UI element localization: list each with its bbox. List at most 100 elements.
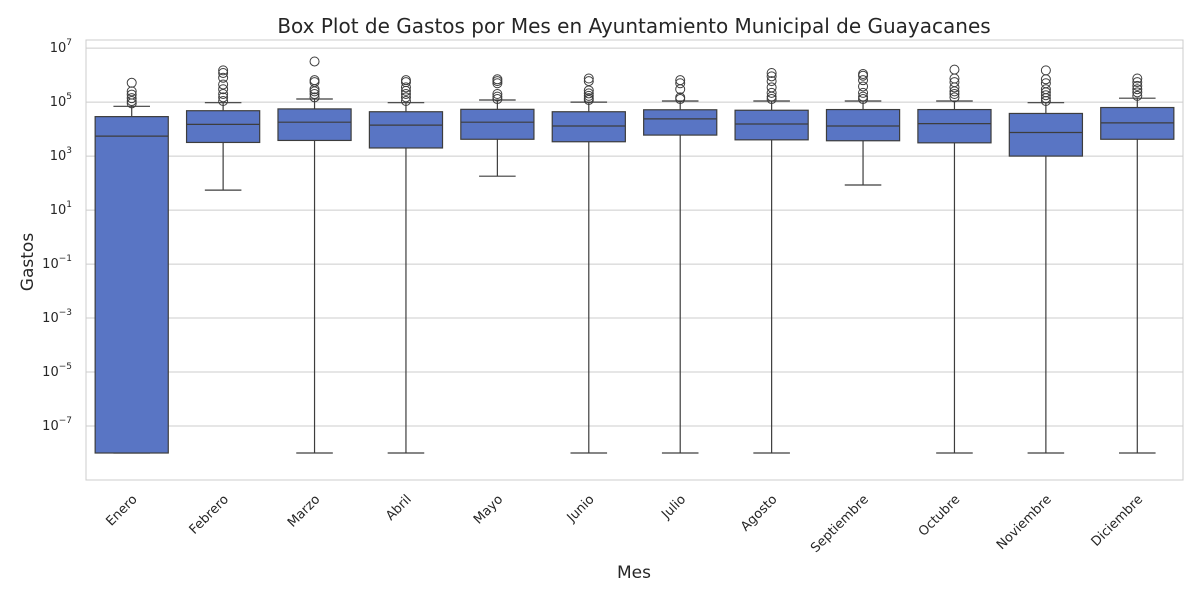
y-tick-base: 10	[42, 365, 59, 380]
iqr-box	[917, 108, 992, 144]
outlier-point	[766, 67, 777, 78]
outlier-point	[766, 87, 777, 98]
outlier-point	[492, 74, 503, 85]
outlier-point	[766, 71, 777, 82]
x-tick-label: Julio	[658, 492, 689, 523]
plot-area	[94, 56, 1175, 454]
outlier-point	[400, 92, 411, 103]
outlier-point	[858, 75, 869, 86]
x-axis-label: Mes	[617, 563, 651, 583]
y-tick-label: 101	[50, 200, 72, 218]
outlier-point	[400, 88, 411, 99]
outlier-point	[1132, 80, 1143, 91]
iqr-box	[1008, 112, 1084, 157]
outlier-point	[400, 77, 411, 88]
outlier-point	[1132, 84, 1143, 95]
grid	[86, 47, 1183, 427]
iqr-box	[825, 108, 901, 142]
y-axis-label: Gastos	[18, 233, 38, 292]
outlier-point	[1040, 84, 1051, 95]
box-diciembre	[1100, 73, 1175, 454]
y-tick-label: 10−7	[42, 416, 72, 434]
outlier-point	[949, 92, 960, 103]
outlier-point	[126, 95, 137, 106]
outlier-point	[218, 95, 229, 106]
iqr-box	[460, 108, 535, 140]
y-tick-exponent: 7	[66, 38, 72, 48]
y-tick-exponent: −7	[59, 416, 72, 426]
iqr-box	[368, 111, 444, 149]
x-tick-label: Mayo	[471, 492, 506, 527]
y-tick-base: 10	[42, 311, 59, 326]
outlier-point	[400, 82, 411, 93]
x-tick-label: Abril	[383, 492, 415, 524]
outlier-point	[1132, 73, 1143, 84]
chart-title: Box Plot de Gastos por Mes en Ayuntamien…	[277, 14, 990, 38]
x-tick-label: Febrero	[187, 492, 232, 537]
outlier-point	[1132, 90, 1143, 101]
outlier-point	[583, 93, 594, 104]
iqr-box	[185, 110, 261, 144]
y-tick-exponent: −5	[59, 362, 72, 372]
outlier-point	[858, 94, 869, 105]
x-tick-label: Octubre	[916, 492, 963, 539]
y-tick-label: 105	[50, 92, 72, 110]
y-tick-base: 10	[50, 203, 67, 218]
outlier-point	[218, 79, 229, 90]
iqr-box	[94, 116, 169, 454]
outlier-point	[766, 76, 777, 87]
box-marzo	[277, 56, 352, 454]
iqr-box	[277, 108, 352, 142]
outlier-point	[400, 95, 411, 106]
box-febrero	[185, 65, 261, 191]
y-tick-exponent: 3	[66, 146, 72, 156]
y-tick-base: 10	[42, 257, 59, 272]
box-agosto	[734, 67, 809, 454]
box-enero	[94, 77, 169, 454]
x-axis-ticks: Enero Febrero Marzo Abril Mayo Junio Julio Agos…	[103, 492, 1146, 556]
outlier-point	[309, 92, 320, 103]
outlier-point	[309, 75, 320, 86]
outlier-point	[1040, 74, 1051, 85]
outlier-point	[949, 64, 960, 75]
outlier-point	[400, 75, 411, 86]
outlier-point	[583, 88, 594, 99]
outlier-point	[218, 84, 229, 95]
outlier-point	[1040, 90, 1051, 101]
outlier-point	[492, 91, 503, 102]
y-tick-exponent: −3	[59, 308, 72, 318]
outlier-point	[492, 78, 503, 89]
box-septiembre	[825, 69, 901, 186]
outlier-point	[949, 77, 960, 88]
y-tick-label: 103	[50, 146, 72, 164]
outlier-point	[218, 67, 229, 78]
outlier-point	[218, 88, 229, 99]
y-tick-exponent: 1	[66, 200, 72, 210]
outlier-point	[309, 56, 320, 67]
outlier-point	[1040, 65, 1051, 76]
outlier-point	[949, 88, 960, 99]
y-tick-base: 10	[50, 95, 67, 110]
x-tick-label: Diciembre	[1089, 492, 1147, 550]
y-tick-base: 10	[50, 41, 67, 56]
outlier-point	[675, 78, 686, 89]
x-tick-label: Noviembre	[994, 492, 1055, 553]
y-tick-base: 10	[50, 149, 67, 164]
outlier-point	[1040, 78, 1051, 89]
outlier-point	[583, 73, 594, 84]
x-tick-label: Junio	[564, 492, 598, 526]
x-tick-label: Enero	[103, 492, 140, 529]
iqr-box	[734, 109, 809, 141]
outlier-point	[1132, 77, 1143, 88]
box-octubre	[917, 64, 992, 454]
outlier-point	[218, 72, 229, 83]
box-noviembre	[1008, 65, 1084, 454]
box-abril	[368, 75, 444, 454]
x-tick-label: Septiembre	[808, 492, 872, 556]
y-tick-label: 10−1	[42, 254, 72, 272]
outlier-point	[492, 88, 503, 99]
outlier-point	[218, 92, 229, 103]
outlier-point	[858, 81, 869, 92]
